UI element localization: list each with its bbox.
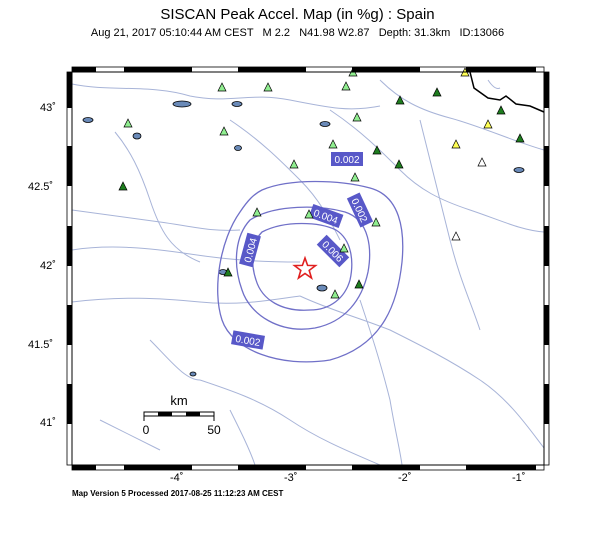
contour-label-text: 0.002 bbox=[334, 155, 359, 166]
scale-bar: km 0 50 bbox=[143, 393, 221, 437]
station-marker bbox=[330, 289, 340, 299]
reservoir bbox=[316, 284, 328, 292]
river bbox=[359, 299, 403, 466]
reservoir bbox=[132, 132, 142, 140]
pga-contours bbox=[217, 180, 404, 363]
reservoir bbox=[189, 371, 197, 377]
contour-label: 0.002 bbox=[331, 152, 363, 166]
station-marker bbox=[123, 118, 133, 128]
station-marker bbox=[289, 159, 299, 169]
y-tick-label: 41˚ bbox=[40, 417, 56, 429]
river bbox=[299, 295, 545, 449]
scale-unit: km bbox=[170, 393, 187, 408]
river bbox=[419, 119, 481, 331]
station-marker bbox=[341, 81, 351, 91]
station-marker bbox=[496, 105, 506, 115]
event-datetime: Aug 21, 2017 05:10:44 AM CEST bbox=[90, 27, 254, 39]
epicenter-star bbox=[292, 255, 318, 280]
stations bbox=[118, 67, 525, 299]
station-marker bbox=[515, 133, 525, 143]
event-magnitude: M 2.2 bbox=[262, 27, 291, 39]
station-marker bbox=[219, 126, 229, 136]
river bbox=[487, 79, 501, 89]
scale-min: 0 bbox=[143, 423, 150, 437]
x-tick-label: -3˚ bbox=[284, 472, 298, 484]
station-marker bbox=[350, 172, 360, 182]
x-tick-label: -2˚ bbox=[398, 472, 412, 484]
station-marker bbox=[371, 217, 381, 227]
station-marker bbox=[252, 207, 262, 217]
river bbox=[329, 109, 545, 233]
y-tick-label: 42˚ bbox=[40, 260, 56, 272]
map-footer: Map Version 5 Processed 2017-08-25 11:12… bbox=[72, 489, 284, 498]
river bbox=[71, 83, 381, 110]
reservoir bbox=[319, 121, 331, 127]
scale-max: 50 bbox=[207, 423, 221, 437]
station-marker bbox=[263, 82, 273, 92]
y-tick-label: 41.5˚ bbox=[28, 339, 54, 351]
map-subtitle: Aug 21, 2017 05:10:44 AM CEST M 2.2 N41.… bbox=[0, 27, 595, 39]
y-tick-label: 42.5˚ bbox=[28, 181, 54, 193]
river bbox=[99, 419, 161, 451]
station-marker bbox=[223, 267, 233, 277]
contour-label: 0.002 bbox=[231, 330, 265, 350]
station-marker bbox=[352, 112, 362, 122]
river bbox=[71, 246, 301, 263]
y-tick-label: 43˚ bbox=[40, 102, 56, 114]
station-marker bbox=[354, 279, 364, 289]
station-marker bbox=[394, 159, 404, 169]
contour-line bbox=[217, 180, 404, 363]
station-marker bbox=[451, 139, 461, 149]
station-marker bbox=[372, 145, 382, 155]
reservoir bbox=[82, 117, 94, 123]
station-marker bbox=[304, 209, 314, 219]
reservoir bbox=[231, 101, 243, 107]
event-depth: Depth: 31.3km bbox=[378, 27, 451, 39]
station-marker bbox=[339, 243, 349, 253]
event-location: N41.98 W2.87 bbox=[299, 27, 370, 39]
reservoir bbox=[513, 167, 525, 173]
map-area bbox=[72, 72, 544, 465]
river bbox=[229, 409, 256, 466]
reservoir bbox=[234, 145, 242, 151]
river bbox=[71, 209, 241, 231]
x-tick-label: -4˚ bbox=[170, 472, 184, 484]
river bbox=[199, 379, 381, 466]
map-frame bbox=[66, 66, 550, 471]
station-marker bbox=[328, 139, 338, 149]
station-marker bbox=[477, 157, 487, 167]
contour-label-text: 0.002 bbox=[234, 334, 261, 349]
reservoir bbox=[172, 100, 192, 108]
station-marker bbox=[217, 82, 227, 92]
contour-line bbox=[235, 206, 371, 330]
contour-line bbox=[251, 222, 353, 311]
station-marker bbox=[451, 231, 461, 241]
station-marker bbox=[395, 95, 405, 105]
map-title: SISCAN Peak Accel. Map (in %g) : Spain bbox=[160, 6, 435, 23]
national-border bbox=[469, 71, 545, 113]
reservoirs bbox=[82, 100, 525, 377]
river bbox=[114, 131, 201, 263]
river bbox=[71, 295, 301, 304]
station-marker bbox=[483, 119, 493, 129]
station-marker bbox=[432, 87, 442, 97]
station-marker bbox=[118, 181, 128, 191]
event-id: ID:13066 bbox=[459, 27, 505, 39]
river bbox=[149, 339, 201, 381]
x-tick-label: -1˚ bbox=[512, 472, 526, 484]
river bbox=[379, 79, 545, 151]
